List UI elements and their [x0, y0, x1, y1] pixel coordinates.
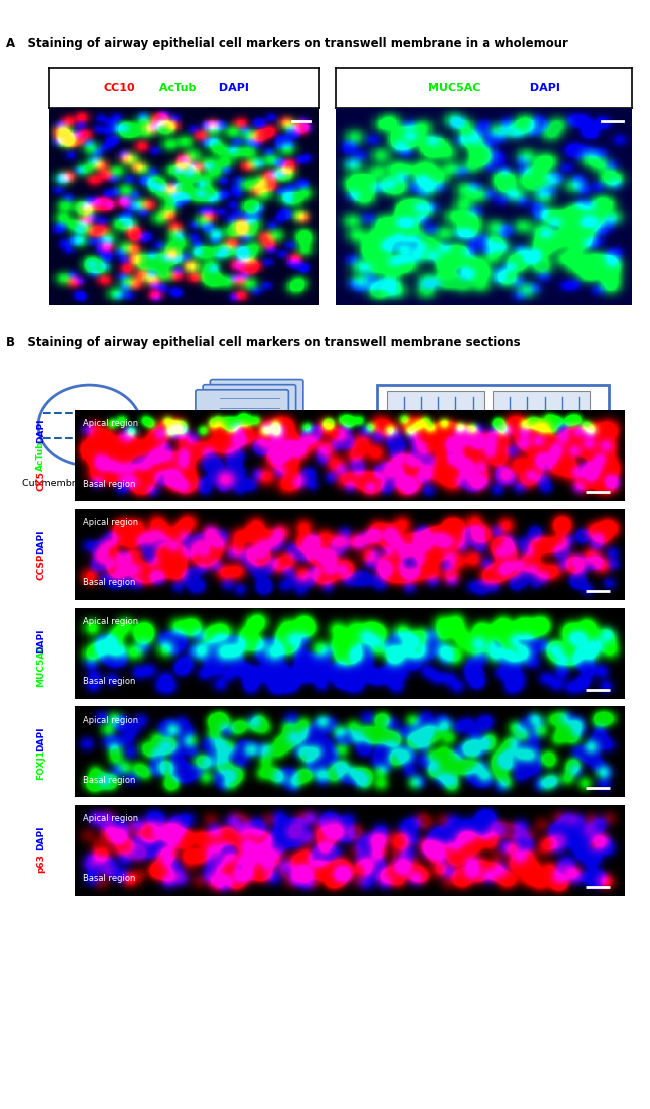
Bar	[387, 391, 484, 459]
Text: B   Staining of airway epithelial cell markers on transwell membrane sections: B Staining of airway epithelial cell mar…	[6, 336, 521, 349]
Text: Cryosections: Cryosections	[463, 479, 524, 488]
Text: MUC5AC: MUC5AC	[36, 644, 45, 688]
Text: Apical region: Apical region	[83, 814, 138, 823]
FancyBboxPatch shape	[196, 389, 289, 464]
Text: Apical region: Apical region	[83, 715, 138, 724]
Text: DAPI: DAPI	[36, 418, 45, 442]
Text: DAPI: DAPI	[36, 825, 45, 851]
Text: CCSP: CCSP	[36, 554, 45, 580]
Text: DAPI: DAPI	[526, 82, 560, 93]
Text: Apical region: Apical region	[83, 617, 138, 625]
Text: p63: p63	[36, 854, 45, 873]
Text: AcTub: AcTub	[155, 82, 196, 93]
Text: Apical region: Apical region	[83, 419, 138, 428]
Text: Basal region: Basal region	[83, 578, 135, 588]
Text: Embed in OCT: Embed in OCT	[213, 479, 280, 488]
Text: DAPI: DAPI	[36, 628, 45, 653]
Text: A   Staining of airway epithelial cell markers on transwell membrane in a wholem: A Staining of airway epithelial cell mar…	[6, 37, 568, 50]
FancyBboxPatch shape	[211, 379, 303, 454]
Text: FOXJ1: FOXJ1	[36, 750, 45, 780]
Text: CK5: CK5	[36, 471, 45, 491]
Text: MUC5AC: MUC5AC	[428, 82, 480, 93]
Text: DAPI: DAPI	[36, 726, 45, 752]
Text: Basal region: Basal region	[83, 775, 135, 785]
Text: DAPI: DAPI	[36, 529, 45, 554]
Text: CC10: CC10	[103, 82, 135, 93]
FancyBboxPatch shape	[203, 385, 296, 458]
Text: DAPI: DAPI	[215, 82, 249, 93]
Text: Cut membrane in 3-4 pieces: Cut membrane in 3-4 pieces	[22, 479, 157, 488]
Bar	[493, 391, 590, 459]
Text: AcTub: AcTub	[36, 440, 45, 471]
Text: Apical region: Apical region	[83, 518, 138, 527]
Bar	[376, 385, 609, 466]
Text: Basal region: Basal region	[83, 676, 135, 686]
Text: Basal region: Basal region	[83, 874, 135, 884]
Text: Basal region: Basal region	[83, 479, 135, 489]
